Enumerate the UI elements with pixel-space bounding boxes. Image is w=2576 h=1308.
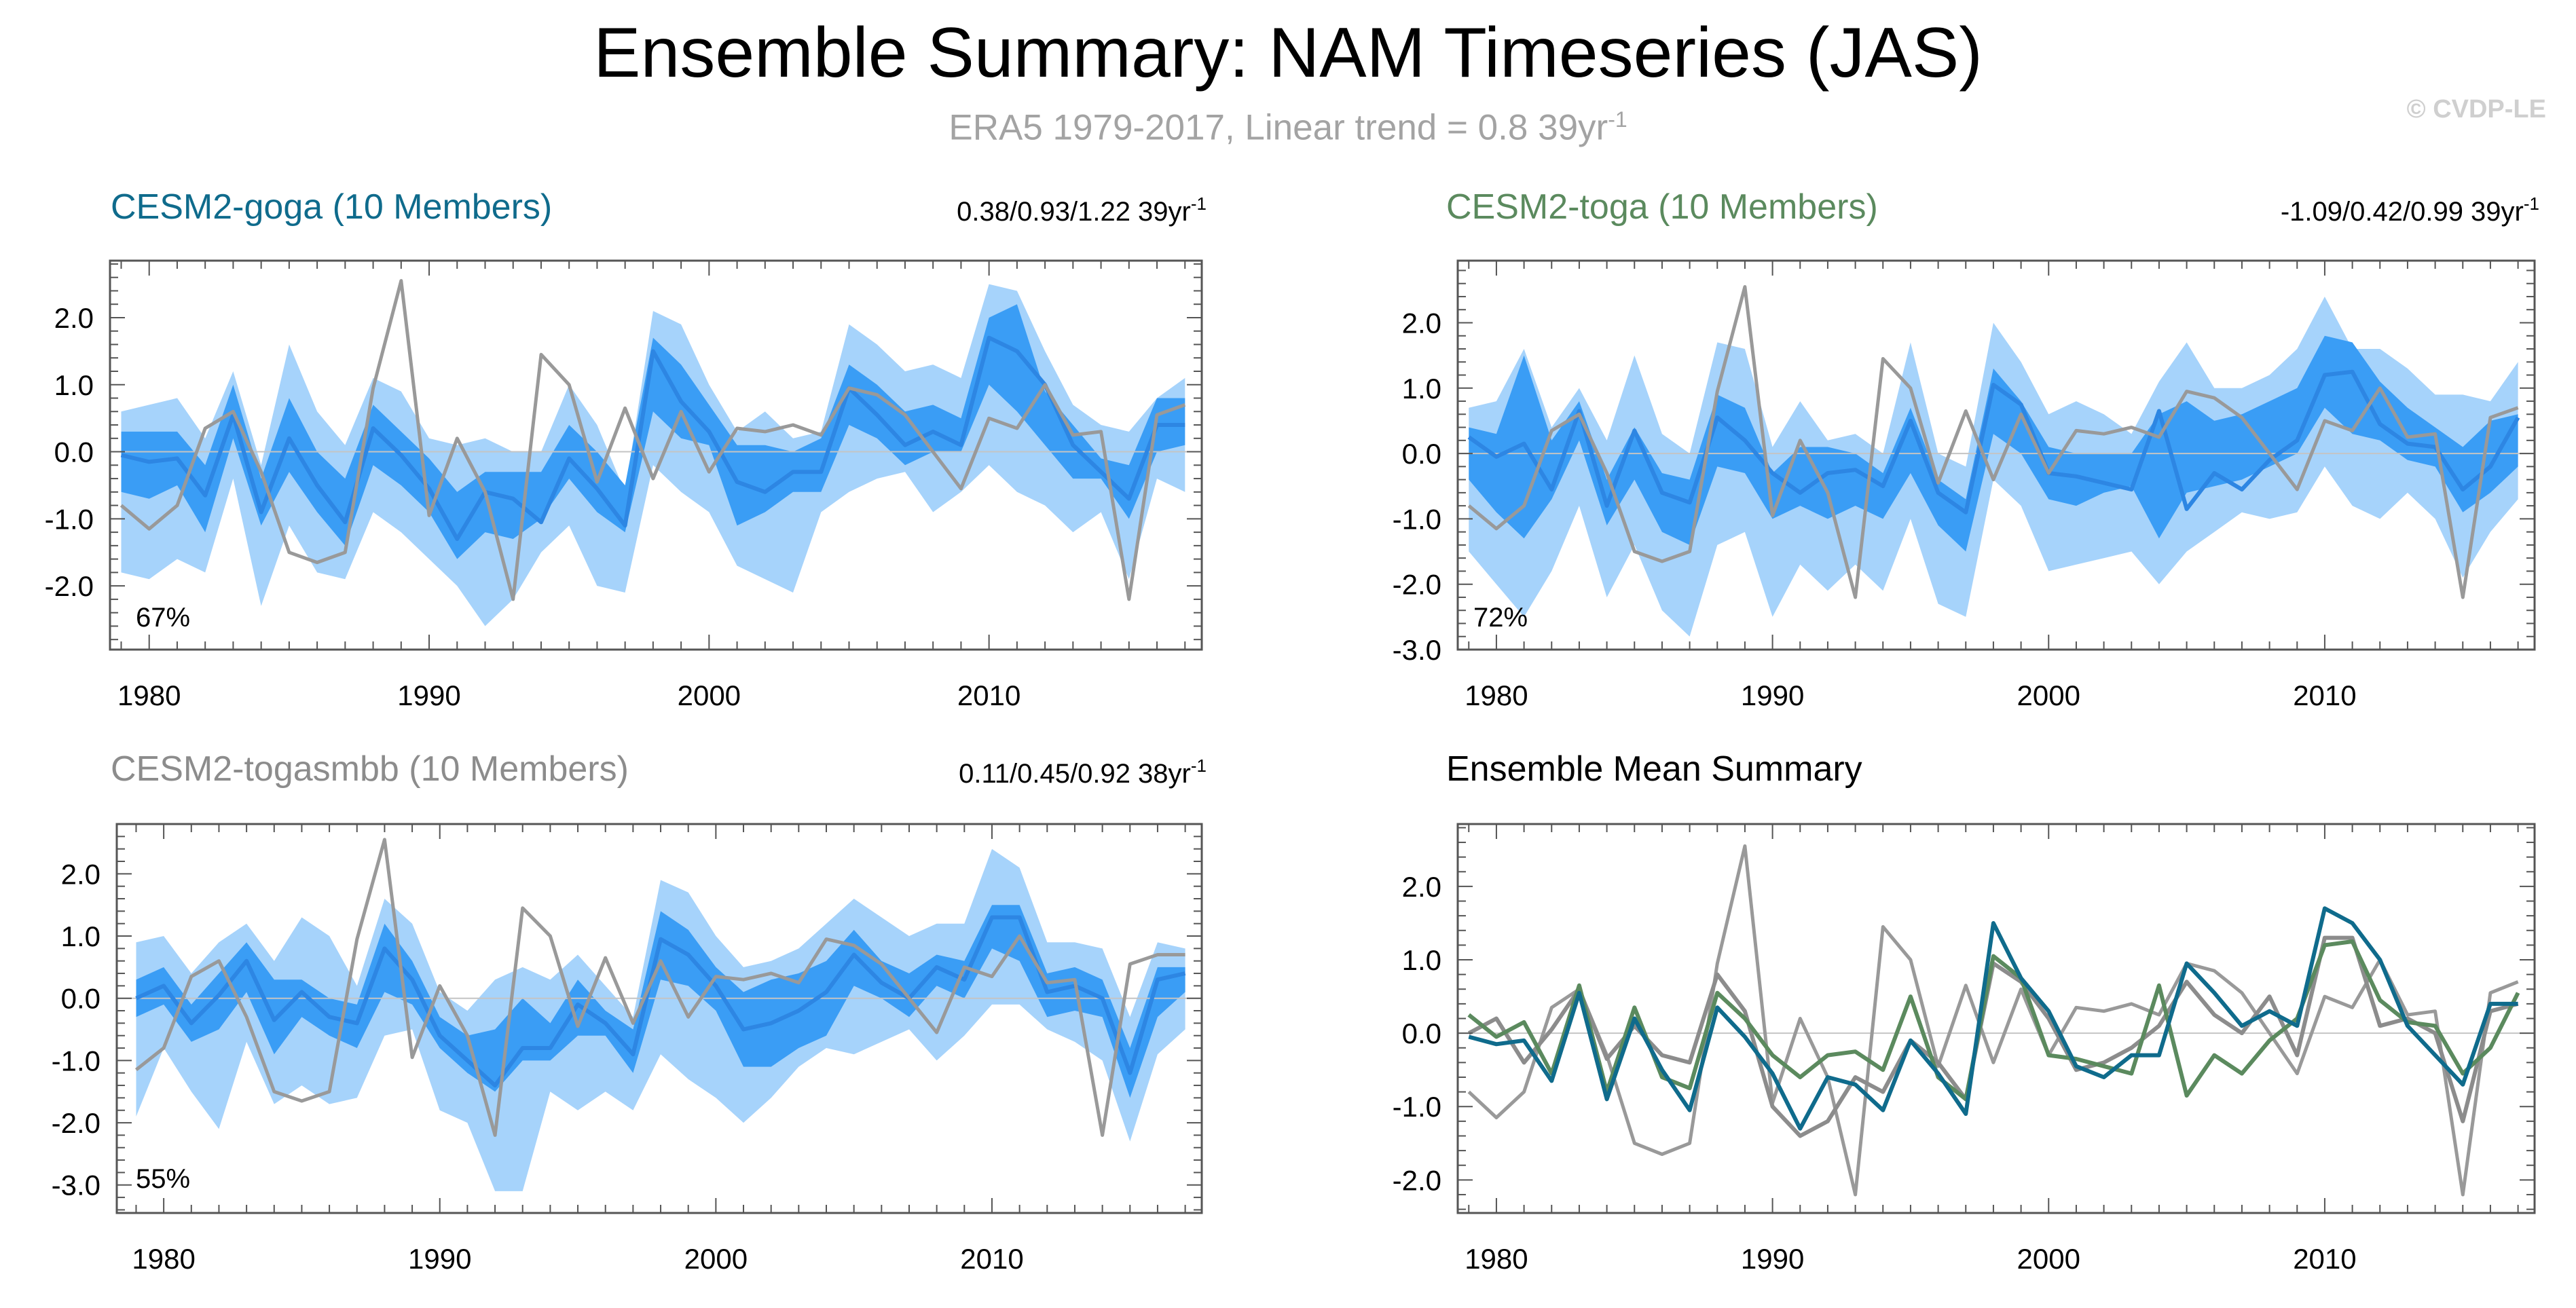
x-tick-label: 2010 <box>2293 1243 2356 1275</box>
y-tick-label: -2.0 <box>1393 569 1441 601</box>
panel-title: CESM2-toga (10 Members) <box>1446 187 1878 227</box>
subtitle-superscript: -1 <box>1608 107 1627 132</box>
x-tick-label: 2010 <box>960 1243 1023 1275</box>
trend-stats-value: 0.38/0.93/1.22 39yr <box>957 197 1191 227</box>
trend-stats-value: 0.11/0.45/0.92 38yr <box>959 759 1191 789</box>
x-tick-label: 1990 <box>397 679 460 711</box>
ensemble-mean-line <box>1467 369 2520 515</box>
y-tick-label: -1.0 <box>1393 503 1441 535</box>
toga-mean-line <box>1467 939 2520 1102</box>
y-tick-label: 0.0 <box>1402 438 1441 470</box>
percent-label: 67% <box>136 603 190 633</box>
y-tick-label: 1.0 <box>61 920 100 952</box>
y-tick-label: 1.0 <box>1402 944 1441 976</box>
y-tick-label: 1.0 <box>54 369 94 401</box>
chart-panel-3: CESM2-togasmbb (10 Members) 0.11/0.45/0.9… <box>52 749 1207 1275</box>
x-tick-label: 1990 <box>408 1243 471 1275</box>
trend-stats: 0.38/0.93/1.22 39yr-1 <box>957 193 1207 227</box>
trend-stats: -1.09/0.42/0.99 39yr-1 <box>2281 193 2539 227</box>
trend-stats-superscript: -1 <box>1191 755 1207 776</box>
x-tick-label: 2000 <box>678 679 741 711</box>
y-tick-label: 2.0 <box>61 858 100 890</box>
goga-mean-line <box>1468 906 2518 1131</box>
x-tick-label: 1980 <box>117 679 181 711</box>
subtitle-text: ERA5 1979-2017, Linear trend = 0.8 39yr <box>949 107 1608 148</box>
x-tick-label: 1990 <box>1741 1243 1804 1275</box>
x-tick-label: 1980 <box>1465 1243 1528 1275</box>
y-tick-label: 0.0 <box>1402 1017 1441 1049</box>
ensemble-mean-line <box>135 915 1186 1088</box>
credit-label: © CVDP-LE <box>2406 95 2546 124</box>
y-tick-label: -2.0 <box>45 570 94 602</box>
percent-label: 55% <box>136 1164 190 1194</box>
outer-spread-band <box>1469 297 2518 637</box>
y-tick-label: -2.0 <box>52 1107 100 1139</box>
observed-line <box>1467 285 2519 599</box>
ensemble-mean-line <box>120 335 1185 541</box>
y-tick-label: -1.0 <box>45 503 94 535</box>
plot-frame <box>109 259 1203 651</box>
y-tick-label: 0.0 <box>61 983 100 1015</box>
inner-spread-band <box>1469 335 2518 552</box>
x-tick-label: 2000 <box>2017 679 2080 711</box>
outer-spread-band <box>136 848 1185 1191</box>
y-tick-label: 2.0 <box>1402 307 1441 339</box>
trend-stats-superscript: -1 <box>1191 193 1207 214</box>
y-tick-label: -1.0 <box>1393 1091 1441 1123</box>
x-tick-label: 2010 <box>957 679 1020 711</box>
plot-area <box>1458 285 2535 637</box>
plot-area <box>110 279 1202 627</box>
y-tick-label: 2.0 <box>1402 871 1441 903</box>
plot-area <box>1458 844 2535 1197</box>
y-tick-label: -3.0 <box>1393 634 1441 666</box>
figure-title: Ensemble Summary: NAM Timeseries (JAS) <box>593 14 1983 92</box>
y-tick-label: -2.0 <box>1393 1164 1441 1196</box>
plot-frame <box>115 823 1203 1214</box>
x-tick-label: 2000 <box>684 1243 748 1275</box>
y-tick-label: 2.0 <box>54 302 94 334</box>
x-tick-label: 1990 <box>1741 679 1804 711</box>
plot-area <box>117 838 1202 1191</box>
y-tick-label: -3.0 <box>52 1170 100 1201</box>
observed-line <box>119 279 1186 601</box>
plot-frame <box>1456 823 2536 1214</box>
chart-panel-1: CESM2-goga (10 Members) 0.38/0.93/1.22 39… <box>45 187 1207 711</box>
y-tick-label: 1.0 <box>1402 373 1441 405</box>
y-tick-label: 0.0 <box>54 436 94 468</box>
x-tick-label: 2010 <box>2293 679 2356 711</box>
y-tick-label: -1.0 <box>52 1045 100 1077</box>
x-tick-label: 1980 <box>132 1243 195 1275</box>
chart-panel-4: Ensemble Mean Summary -2.0 -1.0 0.0 1.0 2.0 19… <box>1393 749 2536 1275</box>
x-tick-label: 1980 <box>1465 679 1528 711</box>
figure-subtitle: ERA5 1979-2017, Linear trend = 0.8 39yr-… <box>0 99 2576 149</box>
x-tick-label: 2000 <box>2017 1243 2080 1275</box>
percent-label: 72% <box>1473 603 1528 633</box>
plot-frame <box>1456 259 2536 651</box>
outer-spread-band <box>121 284 1185 627</box>
trend-stats: 0.11/0.45/0.92 38yr-1 <box>959 755 1207 789</box>
chart-panel-2: CESM2-toga (10 Members) -1.09/0.42/0.99 3… <box>1393 187 2539 711</box>
trend-stats-value: -1.09/0.42/0.99 39yr <box>2281 197 2524 227</box>
trend-stats-superscript: -1 <box>2524 193 2539 214</box>
observed-line <box>134 838 1185 1137</box>
observed-line <box>1467 844 2519 1197</box>
panel-title: Ensemble Mean Summary <box>1446 749 1862 789</box>
panel-title: CESM2-togasmbb (10 Members) <box>111 749 629 789</box>
panel-title: CESM2-goga (10 Members) <box>111 187 552 227</box>
